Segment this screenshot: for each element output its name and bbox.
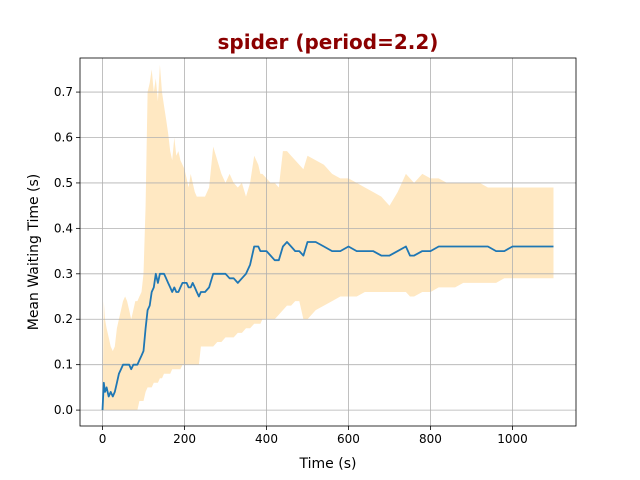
confidence-band: [102, 64, 554, 411]
x-tick-label: 1000: [497, 432, 528, 446]
x-tick-label: 0: [99, 432, 107, 446]
y-tick-label: 0.3: [54, 267, 73, 281]
mean-waiting-time-line: [101, 241, 554, 411]
x-tick-label: 600: [337, 432, 360, 446]
y-tick-label: 0.0: [54, 403, 73, 417]
confidence-band-layer: [102, 64, 554, 411]
x-tick-label: 400: [255, 432, 278, 446]
chart-title: spider (period=2.2): [218, 30, 439, 54]
x-tick-label: 200: [173, 432, 196, 446]
x-axis-label: Time (s): [299, 456, 357, 472]
y-tick-label: 0.2: [54, 312, 73, 326]
y-tick-label: 0.7: [54, 85, 73, 99]
y-tick-label: 0.6: [54, 131, 73, 145]
tick-layer: 0 200 400 600 800 1000 0.0 0.1 0.2 0.3 0.4 0.5 0.6 0.…: [54, 85, 528, 446]
y-axis-label: Mean Waiting Time (s): [26, 174, 42, 331]
y-tick-label: 0.4: [54, 221, 73, 235]
x-tick-label: 800: [419, 432, 442, 446]
line-layer: [101, 241, 554, 411]
y-tick-label: 0.1: [54, 358, 73, 372]
y-tick-label: 0.5: [54, 176, 73, 190]
plot-frame: [79, 57, 577, 427]
